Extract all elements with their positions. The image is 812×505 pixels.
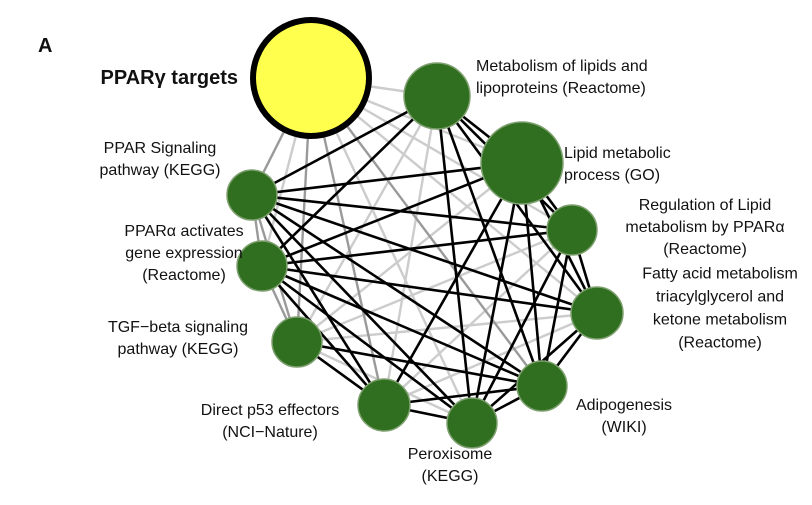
- node-label-line: ketone metabolism: [653, 312, 787, 329]
- edge-lipid_metabolic-ppar_sig: [251, 161, 523, 197]
- node-lipid_metabolic: [480, 121, 564, 205]
- edge-fatty_acid-tgf: [296, 311, 598, 344]
- panel-label: A: [38, 35, 52, 57]
- node-label-line: pathway (KEGG): [118, 341, 239, 358]
- labels-layer: PPARγ targets Metabolism of lipids and lip…: [100, 58, 798, 485]
- node-tgf: [271, 316, 323, 368]
- edge-metab_lipids-adipogenesis: [435, 95, 544, 387]
- node-adipogenesis: [516, 360, 568, 412]
- node-label-line: Regulation of Lipid: [639, 197, 772, 214]
- edge-lipid_metabolic-peroxisome: [470, 162, 524, 424]
- node-label-line: Direct p53 effectors: [201, 402, 339, 419]
- node-label-line: pathway (KEGG): [100, 162, 221, 179]
- edge-fatty_acid-ppara_act: [261, 264, 598, 315]
- edge-peroxisome-ppara_act: [261, 264, 473, 425]
- node-label-line: lipoproteins (Reactome): [476, 80, 646, 97]
- node-fatty_acid: [570, 286, 624, 340]
- node-label-line: Metabolism of lipids and: [476, 58, 648, 75]
- node-label-pparg: PPARγ targets: [101, 67, 238, 89]
- node-peroxisome: [446, 397, 498, 449]
- node-label-line: TGF−beta signaling: [108, 319, 248, 336]
- nodes-layer: [226, 17, 624, 449]
- node-label-line: PPARα activates: [124, 223, 243, 240]
- edge-lipid_metabolic-p53: [382, 162, 524, 406]
- node-label-line: Lipid metabolic: [564, 145, 671, 162]
- edge-reg_lipid-ppar_sig: [251, 193, 573, 232]
- node-label-line: metabolism by PPARα: [625, 219, 784, 236]
- edge-p53-ppar_sig: [250, 194, 386, 406]
- node-ppara_act: [236, 240, 288, 292]
- node-label-p53: Direct p53 effectors (NCI−Nature): [201, 402, 339, 441]
- node-label-line: PPARγ targets: [101, 67, 238, 89]
- edge-fatty_acid-p53: [383, 311, 598, 407]
- node-label-metab_lipids: Metabolism of lipids and lipoproteins (Re…: [476, 58, 648, 97]
- edge-metab_lipids-ppar_sig: [251, 94, 438, 197]
- node-reg_lipid: [546, 204, 598, 256]
- node-label-reg_lipid: Regulation of Lipid metabolism by PPARα (R…: [625, 197, 784, 258]
- node-label-peroxisome: Peroxisome (KEGG): [408, 446, 493, 485]
- node-pparg: [250, 17, 372, 139]
- node-metab_lipids: [403, 62, 471, 130]
- edge-reg_lipid-peroxisome: [470, 229, 574, 424]
- node-label-lipid_metabolic: Lipid metabolic process (GO): [564, 145, 671, 184]
- node-label-fatty_acid: Fatty acid metabolism triacylglycerol and…: [642, 266, 798, 352]
- edge-reg_lipid-tgf: [296, 228, 573, 344]
- edge-metab_lipids-tgf: [295, 95, 439, 343]
- node-ppar_sig: [226, 169, 278, 221]
- node-label-line: (Reactome): [678, 335, 762, 352]
- node-label-line: process (GO): [564, 167, 660, 184]
- edge-pparg-adipogenesis: [310, 77, 543, 387]
- node-label-line: (NCI−Nature): [222, 424, 318, 441]
- node-label-tgf: TGF−beta signaling pathway (KEGG): [108, 319, 248, 358]
- node-label-line: triacylglycerol and: [656, 289, 784, 306]
- node-label-ppar_sig: PPAR Signaling pathway (KEGG): [100, 140, 221, 179]
- edge-peroxisome-ppar_sig: [251, 194, 473, 424]
- node-label-line: Fatty acid metabolism: [642, 266, 798, 283]
- node-label-adipogenesis: Adipogenesis (WIKI): [576, 397, 672, 436]
- node-label-line: (Reactome): [663, 241, 747, 258]
- node-label-line: PPAR Signaling: [104, 140, 217, 157]
- edge-fatty_acid-ppar_sig: [251, 193, 598, 315]
- node-label-line: Adipogenesis: [576, 397, 672, 414]
- node-label-line: Peroxisome: [408, 446, 493, 463]
- edge-lipid_metabolic-tgf: [296, 162, 523, 343]
- node-label-ppara_act: PPARα activates gene expression (Reactome): [124, 223, 243, 284]
- edge-metab_lipids-fatty_acid: [435, 95, 599, 314]
- edge-metab_lipids-ppara_act: [261, 95, 438, 267]
- node-label-line: (WIKI): [601, 419, 646, 436]
- node-p53: [357, 378, 411, 432]
- node-label-line: gene expression: [125, 245, 242, 262]
- edge-metab_lipids-peroxisome: [435, 95, 474, 424]
- node-label-line: (Reactome): [142, 267, 226, 284]
- edge-adipogenesis-tgf: [296, 340, 543, 388]
- node-label-line: (KEGG): [422, 468, 479, 485]
- edge-p53-ppara_act: [261, 265, 385, 406]
- edge-adipogenesis-ppar_sig: [251, 193, 543, 388]
- edge-reg_lipid-p53: [383, 229, 573, 406]
